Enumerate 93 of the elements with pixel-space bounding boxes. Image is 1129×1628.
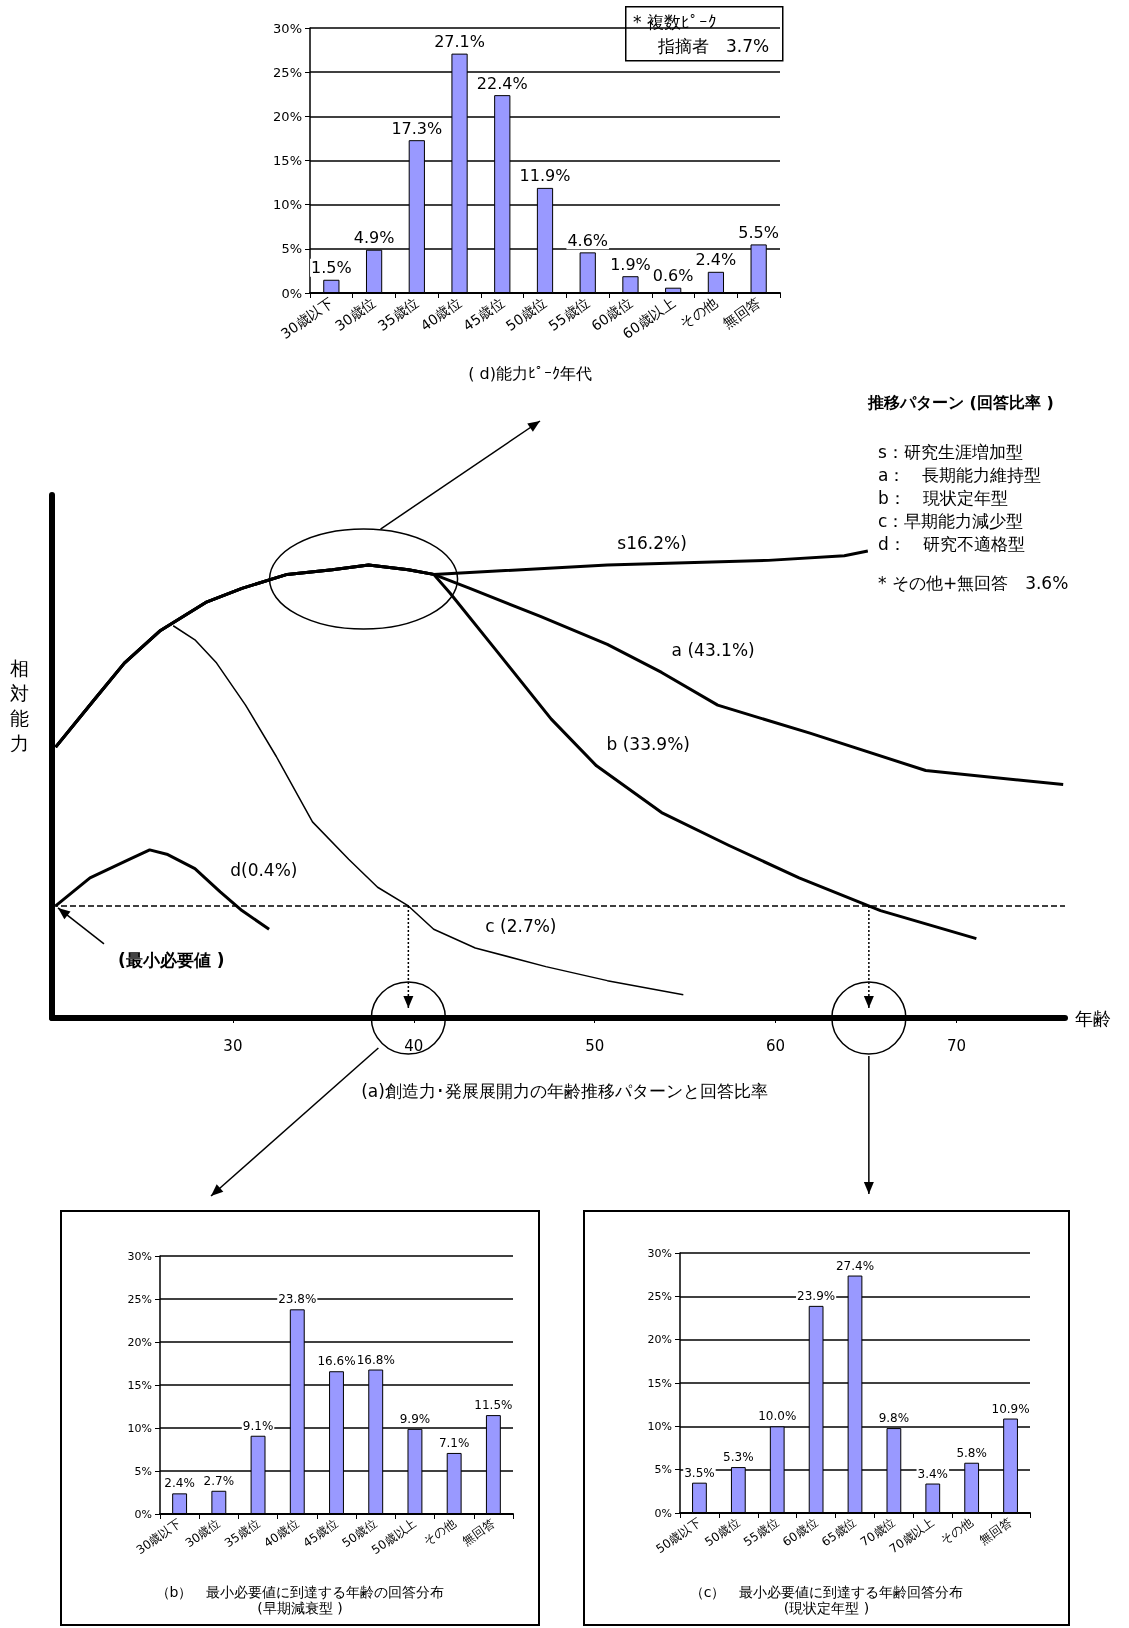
y-tick-label: 0% — [654, 1506, 672, 1520]
y-tick-label: 30% — [127, 1249, 152, 1263]
y-tick-label: 15% — [273, 153, 302, 168]
data-label: 5.8% — [956, 1445, 987, 1460]
x-tick-label: 60歳位 — [779, 1515, 821, 1550]
text: (早期減衰型 ) — [257, 1600, 343, 1616]
text: s：研究生涯増加型 — [878, 441, 1023, 462]
x-tick-label: 無回答 — [977, 1515, 1015, 1548]
data-label: 27.1% — [434, 32, 485, 52]
x-tick-label: 50 — [585, 1036, 605, 1055]
data-label: 9.9% — [399, 1411, 431, 1426]
y-tick-label: 25% — [647, 1289, 672, 1303]
data-label: 23.9% — [797, 1288, 836, 1303]
data-label: 11.9% — [519, 166, 571, 186]
ref-line-label: (最小必要値 ) — [118, 950, 225, 971]
data-label: 9.1% — [242, 1418, 274, 1433]
data-label: 4.9% — [353, 228, 395, 248]
y-tick-label: 10% — [647, 1419, 672, 1433]
text: (現状定年型 ) — [783, 1600, 870, 1616]
series-label: c (2.7%) — [485, 915, 557, 936]
annotation: * その他+無回答 3.6% — [878, 572, 1069, 593]
data-label: 0.6% — [652, 266, 694, 286]
y-tick-label: 20% — [647, 1333, 672, 1347]
text: b： 現状定年型 — [878, 487, 1008, 508]
x-tick-label: 無回答 — [719, 294, 764, 332]
x-tick-label: 50歳位 — [702, 1515, 743, 1550]
y-tick-label: 15% — [647, 1376, 672, 1390]
y-tick-label: 5% — [134, 1464, 152, 1478]
y-tick-label: 25% — [273, 64, 302, 80]
y-tick-label: 30% — [647, 1246, 672, 1260]
series-label: b (33.9%) — [606, 733, 690, 754]
y-tick-label: 0% — [134, 1507, 152, 1521]
x-tick-label: 40歳位 — [261, 1516, 302, 1551]
y-tick-label: 30% — [273, 20, 302, 36]
text: a： 長期能力維持型 — [878, 464, 1042, 485]
data-label: 22.4% — [476, 73, 528, 93]
x-tick-label: 65歳位 — [818, 1515, 860, 1550]
data-label: 7.1% — [438, 1435, 470, 1450]
data-label: 5.5% — [738, 222, 779, 242]
x-tick-label: その他 — [676, 294, 721, 332]
text: c：早期能力減少型 — [878, 510, 1024, 531]
data-label: 5.3% — [723, 1450, 754, 1465]
series-label: a (43.1%) — [671, 640, 755, 661]
text: （b） 最小必要値に到達する年齢の回答分布 — [155, 1584, 445, 1600]
x-tick-label: 45歳位 — [300, 1516, 341, 1551]
x-tick-label: 40 — [404, 1036, 424, 1055]
x-tick-label: 35歳位 — [221, 1516, 263, 1551]
data-label: 1.5% — [311, 258, 352, 278]
y-tick-label: 10% — [127, 1421, 152, 1435]
text: 推移パターン (回答比率 ) — [867, 392, 1054, 412]
series-label: s16.2%) — [617, 533, 687, 554]
data-label: 27.4% — [835, 1258, 875, 1273]
annotation: 指摘者 3.7% — [657, 36, 770, 56]
y-tick-label: 20% — [127, 1335, 152, 1349]
x-tick-label: 70 — [946, 1036, 967, 1055]
text: ( d)能力ﾋﾟｰｸ年代 — [468, 363, 592, 383]
y-tick-label: 5% — [281, 241, 302, 257]
x-tick-label: 30歳位 — [331, 294, 379, 334]
x-tick-label: 30 — [223, 1036, 243, 1055]
annotation: d： 研究不適格型 — [878, 533, 1025, 554]
data-label: 1.9% — [610, 254, 651, 274]
data-label: 2.7% — [203, 1473, 235, 1488]
data-label: 10.9% — [991, 1401, 1030, 1416]
data-label: 10.0% — [758, 1409, 797, 1424]
x-axis-title: 年齢 — [1075, 1007, 1111, 1029]
data-label: 3.5% — [684, 1465, 715, 1480]
data-label: 16.6% — [317, 1354, 356, 1369]
x-tick-label: 55歳位 — [741, 1515, 782, 1550]
y-tick-label: 5% — [654, 1463, 672, 1477]
data-label: 11.5% — [474, 1398, 513, 1413]
annotation: * 複数ﾋﾟｰｸ — [633, 12, 717, 32]
data-label: 9.8% — [878, 1411, 910, 1426]
text: （c） 最小必要値に到達する年齢回答分布 — [689, 1584, 964, 1600]
data-label: 4.6% — [567, 230, 609, 250]
data-label: 16.8% — [356, 1352, 395, 1367]
x-tick-label: 無回答 — [459, 1516, 498, 1549]
x-tick-label: その他 — [938, 1515, 976, 1548]
data-label: 2.4% — [695, 250, 737, 270]
data-label: 17.3% — [391, 118, 443, 138]
y-axis-title: 相対能力 — [10, 656, 29, 754]
x-tick-label: 60 — [766, 1036, 786, 1055]
series-label: d(0.4%) — [230, 859, 298, 880]
y-tick-label: 10% — [273, 197, 302, 213]
text: (a)創造力･発展展開力の年齢推移パターンと回答比率 — [361, 1080, 768, 1101]
x-tick-label: その他 — [420, 1516, 459, 1549]
data-label: 2.4% — [164, 1476, 195, 1491]
y-tick-label: 15% — [127, 1378, 152, 1392]
y-tick-label: 0% — [281, 285, 302, 301]
x-tick-label: 30歳位 — [182, 1516, 223, 1551]
data-label: 23.8% — [278, 1292, 317, 1307]
y-tick-label: 25% — [127, 1292, 152, 1306]
y-tick-label: 20% — [273, 108, 302, 124]
data-label: 3.4% — [917, 1466, 949, 1481]
